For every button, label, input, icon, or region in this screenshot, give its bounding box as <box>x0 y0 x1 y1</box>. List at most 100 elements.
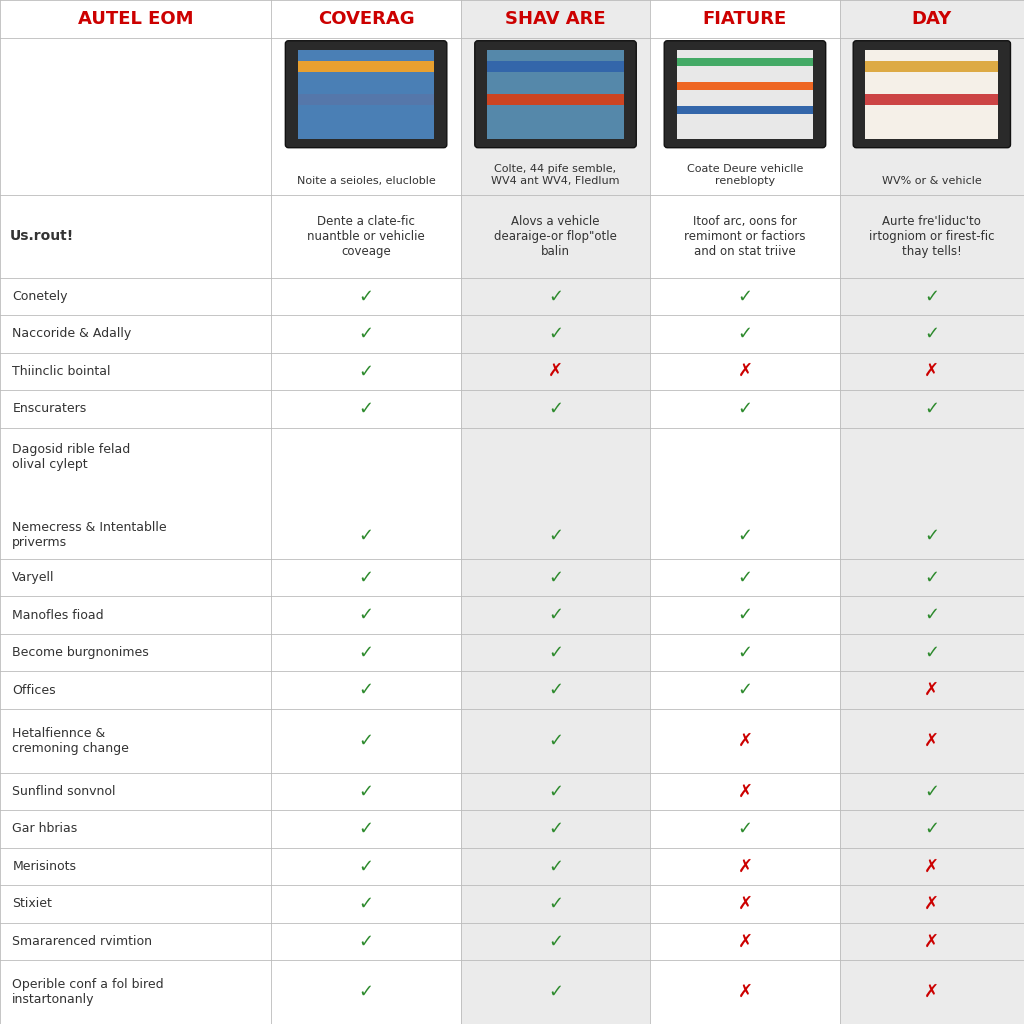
Text: ✓: ✓ <box>358 933 374 950</box>
FancyBboxPatch shape <box>853 41 1011 147</box>
Bar <box>650 559 840 596</box>
Bar <box>271 195 461 278</box>
Text: ✓: ✓ <box>925 782 939 801</box>
Text: ✓: ✓ <box>358 526 374 544</box>
Text: ✗: ✗ <box>548 362 563 380</box>
Text: DAY: DAY <box>911 10 952 28</box>
Text: Enscuraters: Enscuraters <box>12 402 87 416</box>
Text: ✗: ✗ <box>925 681 939 699</box>
Text: Thiinclic bointal: Thiinclic bointal <box>12 365 111 378</box>
Bar <box>0 428 271 559</box>
Text: ✓: ✓ <box>925 526 939 544</box>
Bar <box>0 961 271 1024</box>
Bar <box>461 38 650 195</box>
Text: Colte, 44 pife semble,
WV4 ant WV4, Fledlum: Colte, 44 pife semble, WV4 ant WV4, Fled… <box>492 164 620 185</box>
Text: Itoof arc, oons for
remimont or factiors
and on stat triive: Itoof arc, oons for remimont or factiors… <box>684 215 806 258</box>
Text: Us.rout!: Us.rout! <box>10 229 75 244</box>
Text: WV% or & vehicle: WV% or & vehicle <box>882 175 982 185</box>
Bar <box>840 596 1024 634</box>
Bar <box>271 0 461 38</box>
Bar <box>840 810 1024 848</box>
Bar <box>271 885 461 923</box>
Bar <box>0 352 271 390</box>
Bar <box>461 352 650 390</box>
Bar <box>865 50 998 138</box>
Text: ✓: ✓ <box>358 681 374 699</box>
Bar <box>0 278 271 315</box>
Bar <box>840 672 1024 709</box>
Text: Naccoride & Adally: Naccoride & Adally <box>12 328 131 340</box>
Bar <box>271 810 461 848</box>
Bar <box>840 885 1024 923</box>
Text: ✗: ✗ <box>737 933 753 950</box>
Text: ✓: ✓ <box>737 568 753 587</box>
Text: ✓: ✓ <box>737 606 753 625</box>
Text: ✓: ✓ <box>548 983 563 1001</box>
Bar <box>840 390 1024 428</box>
Text: Manofles fioad: Manofles fioad <box>12 608 103 622</box>
Bar <box>650 278 840 315</box>
Bar <box>650 390 840 428</box>
Bar <box>0 0 271 38</box>
Bar <box>298 50 434 138</box>
Text: ✓: ✓ <box>548 820 563 838</box>
Text: AUTEL EOM: AUTEL EOM <box>78 10 194 28</box>
Bar <box>271 428 461 559</box>
Bar <box>650 634 840 672</box>
Text: ✗: ✗ <box>925 933 939 950</box>
Text: ✓: ✓ <box>737 820 753 838</box>
Text: ✓: ✓ <box>358 782 374 801</box>
Text: ✓: ✓ <box>548 782 563 801</box>
Text: Aurte fre'liduc'to
irtogniom or firest-fic
thay tells!: Aurte fre'liduc'to irtogniom or firest-f… <box>869 215 994 258</box>
Bar <box>0 810 271 848</box>
Bar <box>461 559 650 596</box>
Bar <box>840 709 1024 773</box>
Bar <box>840 923 1024 961</box>
Text: ✓: ✓ <box>548 325 563 343</box>
Bar <box>0 390 271 428</box>
Bar <box>271 596 461 634</box>
Bar <box>271 672 461 709</box>
Text: ✓: ✓ <box>737 325 753 343</box>
Bar <box>461 810 650 848</box>
Bar <box>650 773 840 810</box>
Bar <box>840 0 1024 38</box>
Text: ✗: ✗ <box>737 857 753 876</box>
Text: Sunflind sonvnol: Sunflind sonvnol <box>12 785 116 798</box>
Bar <box>461 195 650 278</box>
Text: ✓: ✓ <box>925 606 939 625</box>
Text: Dente a clate-fic
nuantble or vehiclie
coveage: Dente a clate-fic nuantble or vehiclie c… <box>307 215 425 258</box>
Text: ✓: ✓ <box>925 644 939 662</box>
Bar <box>0 773 271 810</box>
Text: Gar hbrias: Gar hbrias <box>12 822 78 836</box>
Bar <box>461 672 650 709</box>
Bar <box>650 315 840 352</box>
Text: ✓: ✓ <box>548 895 563 913</box>
Text: Offices: Offices <box>12 684 56 696</box>
Bar <box>840 428 1024 559</box>
Bar <box>487 50 624 138</box>
Bar <box>461 390 650 428</box>
Bar <box>0 885 271 923</box>
Bar <box>865 61 998 72</box>
Bar <box>650 885 840 923</box>
Text: Coate Deure vehiclle
reneblopty: Coate Deure vehiclle reneblopty <box>687 164 803 185</box>
Bar <box>840 195 1024 278</box>
Bar <box>271 773 461 810</box>
Bar <box>461 848 650 885</box>
Text: ✗: ✗ <box>925 362 939 380</box>
Bar <box>461 773 650 810</box>
Text: ✗: ✗ <box>737 983 753 1001</box>
Bar <box>840 634 1024 672</box>
Bar <box>650 961 840 1024</box>
Bar <box>461 885 650 923</box>
Bar <box>271 634 461 672</box>
Bar <box>271 559 461 596</box>
Bar <box>677 106 813 115</box>
Bar <box>271 390 461 428</box>
Bar <box>0 195 271 278</box>
Bar <box>487 61 624 72</box>
Text: ✓: ✓ <box>925 288 939 305</box>
Text: ✓: ✓ <box>925 325 939 343</box>
Bar <box>840 315 1024 352</box>
